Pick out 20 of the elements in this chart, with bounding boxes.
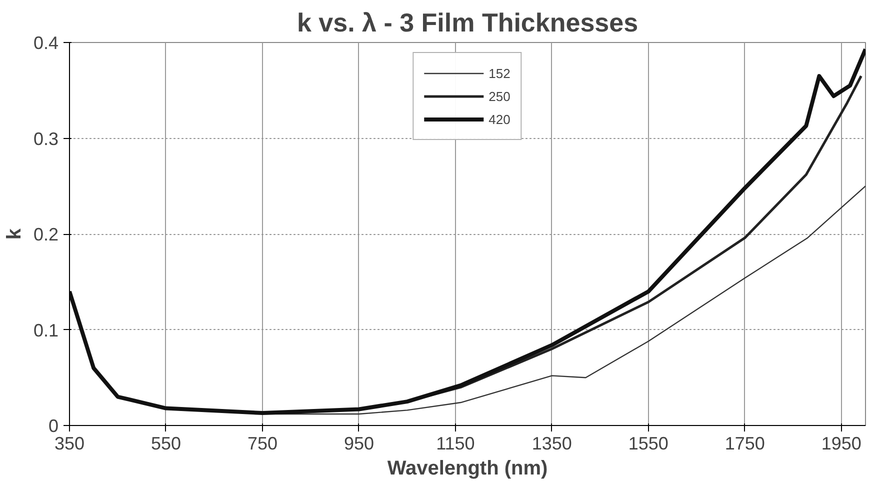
x-tick-label: 550 — [150, 434, 182, 454]
x-tick-label: 1350 — [532, 434, 572, 454]
y-tick-label: 0.4 — [33, 33, 59, 53]
x-tick-label: 350 — [54, 434, 85, 454]
legend-label: 250 — [488, 88, 510, 104]
x-tick-label: 950 — [344, 434, 374, 454]
y-tick-label: 0.3 — [33, 128, 59, 149]
x-tick-label: 750 — [247, 434, 278, 454]
chart-title: k vs. λ - 3 Film Thicknesses — [296, 8, 638, 38]
y-tick-label: 0.2 — [33, 224, 59, 244]
legend-label: 420 — [488, 112, 510, 126]
y-axis-title: k — [3, 228, 26, 240]
y-tick-label: 0 — [48, 416, 59, 436]
x-tick-label: 1550 — [628, 434, 668, 454]
x-axis-title: Wavelength (nm) — [387, 458, 548, 480]
legend-label: 152 — [488, 66, 510, 80]
x-tick-label: 1950 — [821, 434, 862, 454]
x-tick-label: 1150 — [436, 434, 475, 454]
x-tick-label: 1750 — [724, 434, 765, 454]
y-tick-label: 0.1 — [33, 320, 59, 340]
